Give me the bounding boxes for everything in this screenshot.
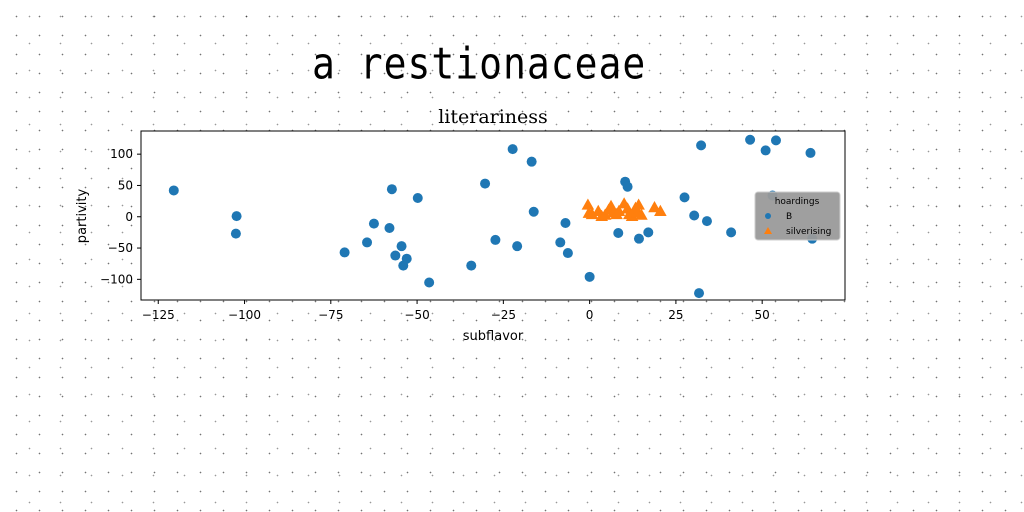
point-B-9 bbox=[396, 241, 407, 252]
point-B-8 bbox=[390, 250, 401, 261]
legend-marker-silverising bbox=[764, 227, 772, 234]
y-tick-label-1: −50 bbox=[108, 241, 133, 255]
x-axis: −125 −100 −75 −50 −25 0 25 50 bbox=[142, 300, 770, 322]
point-B-15 bbox=[480, 178, 491, 189]
point-silverising-17 bbox=[632, 198, 645, 210]
point-B-24 bbox=[584, 271, 595, 282]
point-B-0 bbox=[168, 185, 179, 196]
point-B-32 bbox=[694, 288, 705, 299]
point-B-4 bbox=[362, 237, 373, 248]
point-B-28 bbox=[633, 233, 644, 244]
y-axis-label: partivity bbox=[75, 189, 90, 244]
point-B-23 bbox=[562, 248, 573, 259]
point-B-36 bbox=[745, 134, 756, 145]
legend-label-silverising: silverising bbox=[786, 227, 831, 237]
legend-box bbox=[754, 191, 841, 241]
plot-area bbox=[140, 130, 846, 301]
point-silverising-20 bbox=[654, 204, 667, 216]
point-B-22 bbox=[560, 218, 571, 229]
x-tick-label-2: −75 bbox=[318, 308, 343, 322]
point-B-35 bbox=[726, 227, 737, 238]
x-axis-label: subflavor bbox=[463, 329, 524, 344]
point-B-39 bbox=[770, 135, 781, 146]
x-tick-label-3: −50 bbox=[404, 308, 429, 322]
point-B-5 bbox=[368, 218, 379, 229]
x-tick-label-1: −100 bbox=[228, 308, 261, 322]
x-tick-label-5: 0 bbox=[586, 308, 594, 322]
point-silverising-0 bbox=[581, 198, 595, 210]
point-B-33 bbox=[696, 140, 707, 151]
x-tick-label-7: 50 bbox=[755, 308, 770, 322]
y-tick-label-0: −100 bbox=[100, 272, 133, 286]
x-tick-label-4: −25 bbox=[491, 308, 516, 322]
x-tick-label-6: 25 bbox=[668, 308, 683, 322]
point-B-3 bbox=[339, 247, 350, 258]
point-B-2 bbox=[230, 228, 241, 239]
legend-label-b: B bbox=[786, 212, 792, 222]
data-marks bbox=[168, 134, 818, 299]
point-B-19 bbox=[526, 156, 537, 167]
legend: hoardings B silverising bbox=[754, 191, 841, 241]
point-B-1 bbox=[231, 211, 242, 222]
point-B-25 bbox=[613, 228, 624, 239]
y-tick-label-3: 50 bbox=[118, 178, 133, 192]
x-tick-label-0: −125 bbox=[142, 308, 175, 322]
point-B-29 bbox=[643, 227, 654, 238]
point-B-11 bbox=[401, 253, 412, 264]
point-B-34 bbox=[701, 216, 712, 227]
legend-title: hoardings bbox=[775, 197, 820, 207]
point-B-14 bbox=[466, 260, 477, 271]
y-tick-label-2: 0 bbox=[125, 210, 133, 224]
point-B-31 bbox=[689, 210, 700, 221]
point-B-40 bbox=[805, 147, 816, 158]
point-B-17 bbox=[507, 144, 518, 155]
point-B-7 bbox=[386, 184, 397, 195]
point-B-18 bbox=[512, 241, 523, 252]
point-B-21 bbox=[555, 237, 566, 248]
chart-title: literariness bbox=[438, 106, 548, 128]
point-silverising-2 bbox=[585, 207, 599, 220]
y-axis: −100 −50 0 50 100 bbox=[100, 147, 141, 286]
point-B-13 bbox=[424, 277, 435, 288]
point-silverising-18 bbox=[635, 208, 648, 220]
figure-suptitle: a restionaceae bbox=[312, 38, 647, 89]
point-B-6 bbox=[384, 223, 395, 234]
point-B-20 bbox=[528, 206, 539, 217]
legend-marker-b bbox=[765, 213, 771, 219]
point-B-27 bbox=[622, 181, 633, 192]
point-B-37 bbox=[760, 145, 771, 156]
point-B-12 bbox=[412, 192, 423, 203]
point-B-30 bbox=[679, 192, 690, 203]
y-tick-label-4: 100 bbox=[110, 147, 133, 161]
point-B-16 bbox=[490, 234, 501, 245]
point-silverising-19 bbox=[648, 200, 661, 213]
